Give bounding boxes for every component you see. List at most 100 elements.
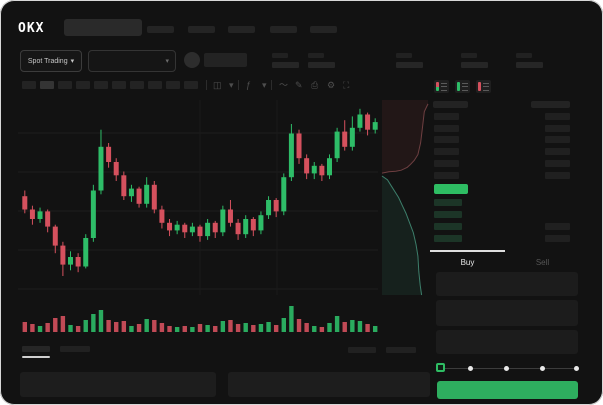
buy-tab-label: Buy	[460, 257, 475, 267]
slider-stop-4[interactable]	[574, 366, 579, 371]
candle-body	[189, 226, 195, 233]
ticker-stat-1	[308, 53, 335, 68]
candle-body	[357, 114, 363, 128]
candle-body	[319, 165, 325, 176]
nav-item-3[interactable]	[270, 26, 297, 33]
candle-body	[342, 131, 348, 147]
nav-item-4[interactable]	[310, 26, 337, 33]
stat-label-placeholder	[308, 53, 324, 58]
timeframe-button-4[interactable]	[94, 81, 108, 89]
volume-bar	[106, 320, 111, 332]
stat-label-placeholder	[396, 53, 412, 58]
ask-price-placeholder[interactable]	[434, 136, 459, 144]
volume-bar	[251, 325, 256, 332]
book-bids-icon[interactable]	[455, 80, 470, 93]
slider-stop-3[interactable]	[540, 366, 545, 371]
timeframe-button-5[interactable]	[112, 81, 126, 89]
volume-bar	[53, 318, 58, 332]
candle-body	[113, 162, 119, 176]
ticker-stat-2	[396, 53, 423, 68]
candle-body	[334, 131, 340, 159]
bottom-tab-0[interactable]	[22, 346, 50, 352]
slider-handle[interactable]	[436, 363, 445, 372]
tab-buy[interactable]: Buy	[430, 253, 505, 271]
depth-asks-line	[381, 103, 429, 174]
timeframe-button-7[interactable]	[148, 81, 162, 89]
stat-value-placeholder	[516, 62, 543, 68]
candle-type-icon[interactable]: ◫	[213, 80, 222, 90]
search-input[interactable]	[64, 19, 142, 36]
sell-tab-label: Sell	[535, 257, 550, 267]
active-tab-indicator	[22, 356, 50, 358]
ask-amount-placeholder	[545, 124, 570, 132]
line-style-icon[interactable]: 〜	[279, 80, 289, 90]
volume-bar	[30, 324, 35, 332]
total-field[interactable]	[436, 330, 578, 354]
volume-bar	[296, 319, 302, 332]
bid-price-placeholder[interactable]	[434, 199, 462, 206]
nav-item-1[interactable]	[188, 26, 215, 33]
volume-bar	[213, 326, 218, 332]
timeframe-button-9[interactable]	[184, 81, 198, 89]
ask-price-placeholder[interactable]	[434, 124, 459, 132]
bid-price-placeholder[interactable]	[434, 235, 462, 242]
slider-stop-1[interactable]	[468, 366, 473, 371]
settings-icon[interactable]: ⚙	[327, 80, 336, 90]
ask-price-placeholder[interactable]	[434, 159, 459, 167]
amount-slider[interactable]	[441, 368, 577, 369]
toolbar-divider	[238, 80, 239, 90]
timeframe-button-0[interactable]	[22, 81, 36, 89]
timeframe-button-3[interactable]	[76, 81, 90, 89]
stat-label-placeholder	[516, 53, 532, 58]
pair-dropdown[interactable]: ▾	[88, 50, 176, 72]
volume-bar	[205, 325, 210, 332]
candle-body	[167, 222, 173, 231]
ask-amount-placeholder	[545, 171, 570, 179]
nav-item-2[interactable]	[228, 26, 255, 33]
candle-body	[22, 196, 28, 210]
volume-bar	[83, 320, 88, 332]
bottom-tab-1[interactable]	[60, 346, 90, 352]
timeframe-button-2[interactable]	[58, 81, 72, 89]
ticker-stat-3	[461, 53, 488, 68]
chevron-down-icon[interactable]: ▾	[262, 80, 267, 90]
tab-sell[interactable]: Sell	[505, 253, 580, 271]
bid-amount-placeholder	[545, 223, 570, 230]
ask-price-placeholder[interactable]	[434, 113, 459, 120]
volume-bar	[327, 323, 332, 332]
book-all-icon[interactable]	[434, 80, 449, 93]
volume-bar	[342, 322, 347, 332]
candle-body	[304, 158, 310, 174]
draw-icon[interactable]: ✎	[295, 80, 303, 90]
amount-field[interactable]	[436, 300, 578, 326]
volume-bar	[372, 326, 378, 332]
book-rows-glyph	[483, 82, 489, 91]
price-field[interactable]	[436, 272, 578, 296]
fullscreen-icon[interactable]: ⛶	[343, 80, 350, 90]
slider-stop-2[interactable]	[504, 366, 509, 371]
stat-value-placeholder	[396, 62, 423, 68]
volume-bar	[45, 323, 50, 332]
timeframe-button-6[interactable]	[130, 81, 144, 89]
timeframe-button-8[interactable]	[166, 81, 180, 89]
nav-item-0[interactable]	[147, 26, 174, 33]
timeframe-button-1[interactable]	[40, 81, 54, 89]
candle-body	[136, 188, 142, 204]
candlestick-chart[interactable]	[18, 96, 430, 342]
candle-body	[151, 184, 157, 210]
indicators-icon[interactable]: ƒ	[246, 80, 252, 90]
camera-icon[interactable]: ⎙	[311, 80, 319, 90]
volume-bar	[136, 324, 142, 332]
candle-body	[68, 257, 74, 265]
buy-button[interactable]	[437, 381, 578, 399]
last-price-indicator[interactable]	[434, 184, 468, 194]
book-asks-icon[interactable]	[476, 80, 491, 93]
ask-price-placeholder[interactable]	[434, 148, 459, 156]
chevron-down-icon: ▾	[70, 58, 75, 65]
chevron-down-icon[interactable]: ▾	[229, 80, 234, 90]
market-type-dropdown[interactable]: Spot Trading ▾	[20, 50, 82, 72]
volume-bar	[365, 324, 370, 332]
ask-price-placeholder[interactable]	[434, 171, 459, 179]
bid-price-placeholder[interactable]	[434, 223, 462, 230]
bid-price-placeholder[interactable]	[434, 211, 462, 218]
